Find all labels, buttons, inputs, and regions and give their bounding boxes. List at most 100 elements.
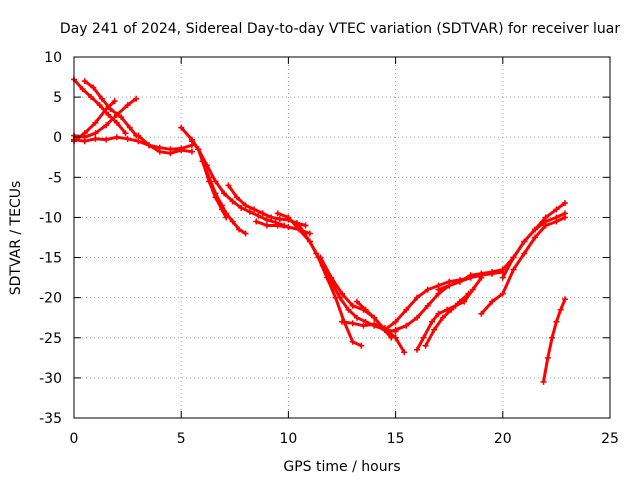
data-point xyxy=(345,306,352,313)
data-point xyxy=(422,342,429,349)
x-tick-label: 5 xyxy=(177,431,186,447)
data-point xyxy=(553,206,560,213)
data-point xyxy=(392,326,399,333)
x-tick-label: 10 xyxy=(279,431,297,447)
data-point xyxy=(469,286,476,293)
series-line xyxy=(297,224,363,348)
data-point xyxy=(274,222,281,229)
chart-title: Day 241 of 2024, Sidereal Day-to-day VTE… xyxy=(60,21,621,37)
data-point xyxy=(360,322,367,329)
data-point xyxy=(124,102,131,109)
data-point xyxy=(371,314,378,321)
data-point xyxy=(92,135,99,142)
series-s21 xyxy=(435,200,568,293)
data-point xyxy=(113,134,120,141)
data-point xyxy=(392,318,399,325)
x-tick-label: 20 xyxy=(494,431,512,447)
data-point xyxy=(531,234,538,241)
axis-ticks: 10 5 0 -5 -10 -15 -20 -25 -30 -35 0 5 10 15 20 25 xyxy=(39,50,619,447)
series-s17 xyxy=(381,268,506,333)
data-point xyxy=(553,214,560,221)
data-point xyxy=(81,78,88,85)
x-tick-label: 15 xyxy=(387,431,405,447)
data-point xyxy=(542,218,549,225)
data-point xyxy=(317,254,324,261)
data-point xyxy=(435,286,442,293)
data-point xyxy=(553,318,560,325)
data-point xyxy=(465,290,472,297)
data-point xyxy=(167,150,174,157)
y-tick-label: -15 xyxy=(39,251,62,267)
data-point xyxy=(229,218,236,225)
data-point xyxy=(188,138,195,145)
data-point xyxy=(156,148,163,155)
series-line xyxy=(72,135,194,151)
data-point xyxy=(332,294,339,301)
series-s24 xyxy=(540,296,568,385)
data-point xyxy=(274,210,281,217)
data-point xyxy=(456,278,463,285)
data-point xyxy=(362,318,369,325)
series-s9 xyxy=(195,146,288,229)
data-point xyxy=(414,294,421,301)
y-tick-label: -25 xyxy=(39,331,62,347)
y-tick-label: -5 xyxy=(48,170,62,186)
y-tick-label: 0 xyxy=(53,130,62,146)
data-point xyxy=(414,314,421,321)
x-tick-label: 25 xyxy=(601,431,619,447)
data-point xyxy=(510,266,517,273)
data-point xyxy=(146,142,153,149)
data-point xyxy=(521,238,528,245)
data-point xyxy=(259,210,266,217)
data-point xyxy=(401,349,408,356)
y-tick-label: -20 xyxy=(39,291,62,307)
data-point xyxy=(381,326,388,333)
data-point xyxy=(446,282,453,289)
data-point xyxy=(103,106,110,113)
data-point xyxy=(429,318,436,325)
data-point xyxy=(339,318,345,325)
data-point xyxy=(81,130,88,137)
data-point xyxy=(467,274,474,281)
data-point xyxy=(124,135,131,142)
data-series xyxy=(71,76,568,385)
data-point xyxy=(195,146,202,153)
data-point xyxy=(81,138,88,145)
data-point xyxy=(206,178,213,185)
data-point xyxy=(92,130,99,137)
data-point xyxy=(561,200,568,207)
y-tick-label: 10 xyxy=(44,50,62,66)
data-point xyxy=(238,204,245,211)
data-point xyxy=(521,250,528,257)
data-point xyxy=(225,182,232,189)
data-point xyxy=(188,148,195,155)
data-point xyxy=(221,190,228,197)
x-tick-label: 0 xyxy=(70,431,79,447)
y-tick-label: -35 xyxy=(39,411,62,427)
data-point xyxy=(439,314,446,321)
data-point xyxy=(233,194,240,201)
data-point xyxy=(499,266,506,273)
data-point xyxy=(122,130,129,137)
data-point xyxy=(203,162,210,169)
plot-frame xyxy=(73,56,611,419)
series-s23 xyxy=(499,210,568,281)
data-point xyxy=(388,334,395,341)
data-point xyxy=(371,321,378,328)
data-point xyxy=(358,342,365,349)
data-point xyxy=(531,226,538,233)
data-point xyxy=(561,296,568,303)
data-point xyxy=(126,124,133,131)
data-point xyxy=(96,102,103,109)
y-tick-label: -10 xyxy=(39,210,62,226)
data-point xyxy=(403,322,410,329)
data-point xyxy=(229,198,236,205)
data-point xyxy=(549,334,556,341)
data-point xyxy=(306,238,313,245)
series-s6 xyxy=(135,132,195,157)
series-line xyxy=(276,211,398,333)
data-point xyxy=(349,338,356,345)
data-point xyxy=(242,202,249,209)
data-point xyxy=(557,306,564,313)
